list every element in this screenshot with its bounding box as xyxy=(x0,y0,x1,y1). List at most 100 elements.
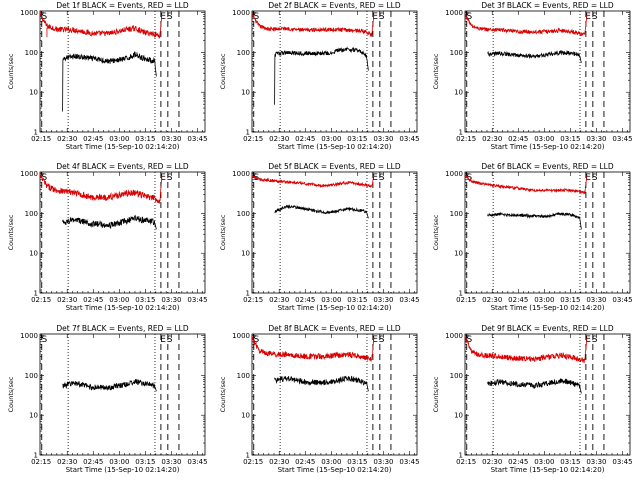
x-axis-label: Start Time (15-Sep-10 02:14:20) xyxy=(491,143,605,151)
y-tick-label: 1000 xyxy=(445,170,463,178)
panel-det-2: Det 2f BLACK = Events, RED = LLD 1 10 100 10… xyxy=(219,1,420,151)
y-axis-label: Counts/sec xyxy=(7,376,15,412)
panel-title: Det 8f BLACK = Events, RED = LLD xyxy=(268,324,401,333)
marker-s-right: S xyxy=(379,12,385,22)
series-events xyxy=(274,204,369,219)
panel-det-4: Det 4f BLACK = Events, RED = LLD 1 10 100 10… xyxy=(7,162,208,312)
x-tick-label: 03:45 xyxy=(399,458,419,466)
x-tick-label: 03:45 xyxy=(187,135,207,143)
marker-s-left: S xyxy=(42,173,48,183)
panel-title: Det 5f BLACK = Events, RED = LLD xyxy=(268,162,401,171)
panel-title: Det 6f BLACK = Events, RED = LLD xyxy=(481,162,614,171)
y-axis-label: Counts/sec xyxy=(219,214,227,250)
marker-e: E xyxy=(585,173,591,183)
x-tick-label: 03:45 xyxy=(399,135,419,143)
series-lld xyxy=(39,12,163,39)
panel-det-5: Det 5f BLACK = Events, RED = LLD 1 10 100 10… xyxy=(219,162,420,312)
x-tick-label: 03:15 xyxy=(347,296,367,304)
series-lld xyxy=(464,173,588,195)
x-tick-label: 03:00 xyxy=(109,135,129,143)
marker-s-left: S xyxy=(42,12,48,22)
x-tick-label: 03:30 xyxy=(586,458,606,466)
x-tick-label: 03:00 xyxy=(321,458,341,466)
plot-frame xyxy=(464,333,631,456)
x-tick-label: 03:30 xyxy=(373,296,393,304)
y-tick-label: 1000 xyxy=(232,170,250,178)
x-tick-label: 02:15 xyxy=(456,296,476,304)
x-axis-label: Start Time (15-Sep-10 02:14:20) xyxy=(278,466,392,474)
x-axis-label: Start Time (15-Sep-10 02:14:20) xyxy=(66,304,180,312)
panel-title: Det 2f BLACK = Events, RED = LLD xyxy=(268,1,401,10)
y-tick-label: 10 xyxy=(241,412,250,420)
y-tick-label: 10 xyxy=(29,250,38,258)
x-tick-label: 03:15 xyxy=(560,296,580,304)
y-tick-label: 1 xyxy=(246,452,250,460)
series-events xyxy=(274,46,369,105)
marker-s-left: S xyxy=(42,335,48,345)
x-tick-label: 03:45 xyxy=(612,135,632,143)
y-tick-label: 1 xyxy=(34,129,38,137)
y-axis-label: Counts/sec xyxy=(7,214,15,250)
series-lld xyxy=(251,174,375,189)
x-tick-label: 03:00 xyxy=(321,135,341,143)
panel-title: Det 4f BLACK = Events, RED = LLD xyxy=(56,162,189,171)
series-lld xyxy=(464,13,588,37)
y-tick-label: 10 xyxy=(29,412,38,420)
x-tick-label: 03:45 xyxy=(187,458,207,466)
x-tick-label: 02:30 xyxy=(57,296,77,304)
y-tick-label: 1 xyxy=(459,452,463,460)
y-tick-label: 100 xyxy=(450,372,463,380)
marker-s-right: S xyxy=(379,335,385,345)
x-tick-label: 03:15 xyxy=(347,458,367,466)
y-tick-label: 10 xyxy=(29,89,38,97)
x-tick-label: 02:15 xyxy=(243,458,263,466)
x-tick-label: 02:15 xyxy=(456,135,476,143)
panel-det-1: Det 1f BLACK = Events, RED = LLD 1 10 100 10… xyxy=(7,1,208,151)
y-tick-label: 1 xyxy=(246,129,250,137)
x-tick-label: 02:15 xyxy=(456,458,476,466)
y-axis-label: Counts/sec xyxy=(219,376,227,412)
y-axis-label: Counts/sec xyxy=(219,53,227,89)
marker-e: E xyxy=(372,173,378,183)
panel-det-8: Det 8f BLACK = Events, RED = LLD 1 10 100 10… xyxy=(219,324,420,474)
series-events xyxy=(487,211,582,230)
y-tick-label: 100 xyxy=(450,210,463,218)
plot-frame xyxy=(39,333,206,456)
y-tick-label: 100 xyxy=(237,49,250,57)
x-tick-label: 02:30 xyxy=(482,458,502,466)
x-tick-label: 02:15 xyxy=(31,458,51,466)
series-lld xyxy=(251,335,375,362)
x-axis-label: Start Time (15-Sep-10 02:14:20) xyxy=(278,143,392,151)
y-tick-label: 1000 xyxy=(20,9,38,17)
x-tick-label: 03:30 xyxy=(161,458,181,466)
marker-e: E xyxy=(585,335,591,345)
y-tick-label: 100 xyxy=(25,372,38,380)
x-tick-label: 02:45 xyxy=(508,135,528,143)
marker-e: E xyxy=(160,173,166,183)
x-tick-label: 03:15 xyxy=(560,458,580,466)
x-tick-label: 03:30 xyxy=(586,135,606,143)
panel-title: Det 9f BLACK = Events, RED = LLD xyxy=(481,324,614,333)
marker-s-right: S xyxy=(592,173,598,183)
x-tick-label: 02:30 xyxy=(269,296,289,304)
x-axis-label: Start Time (15-Sep-10 02:14:20) xyxy=(278,304,392,312)
x-tick-label: 03:00 xyxy=(109,458,129,466)
y-tick-label: 10 xyxy=(241,89,250,97)
x-axis-label: Start Time (15-Sep-10 02:14:20) xyxy=(491,466,605,474)
x-tick-label: 02:45 xyxy=(295,296,315,304)
panel-title: Det 7f BLACK = Events, RED = LLD xyxy=(56,324,189,333)
x-tick-label: 02:15 xyxy=(243,296,263,304)
x-tick-label: 03:00 xyxy=(321,296,341,304)
x-tick-label: 03:15 xyxy=(560,135,580,143)
series-events xyxy=(487,50,582,63)
marker-s-right: S xyxy=(592,12,598,22)
panel-title: Det 1f BLACK = Events, RED = LLD xyxy=(56,1,189,10)
y-tick-label: 1000 xyxy=(20,170,38,178)
plot-frame xyxy=(464,171,631,294)
y-tick-label: 1000 xyxy=(232,332,250,340)
marker-s-left: S xyxy=(467,335,473,345)
plot-frame xyxy=(251,10,418,133)
y-axis-label: Counts/sec xyxy=(7,53,15,89)
x-tick-label: 03:30 xyxy=(373,458,393,466)
